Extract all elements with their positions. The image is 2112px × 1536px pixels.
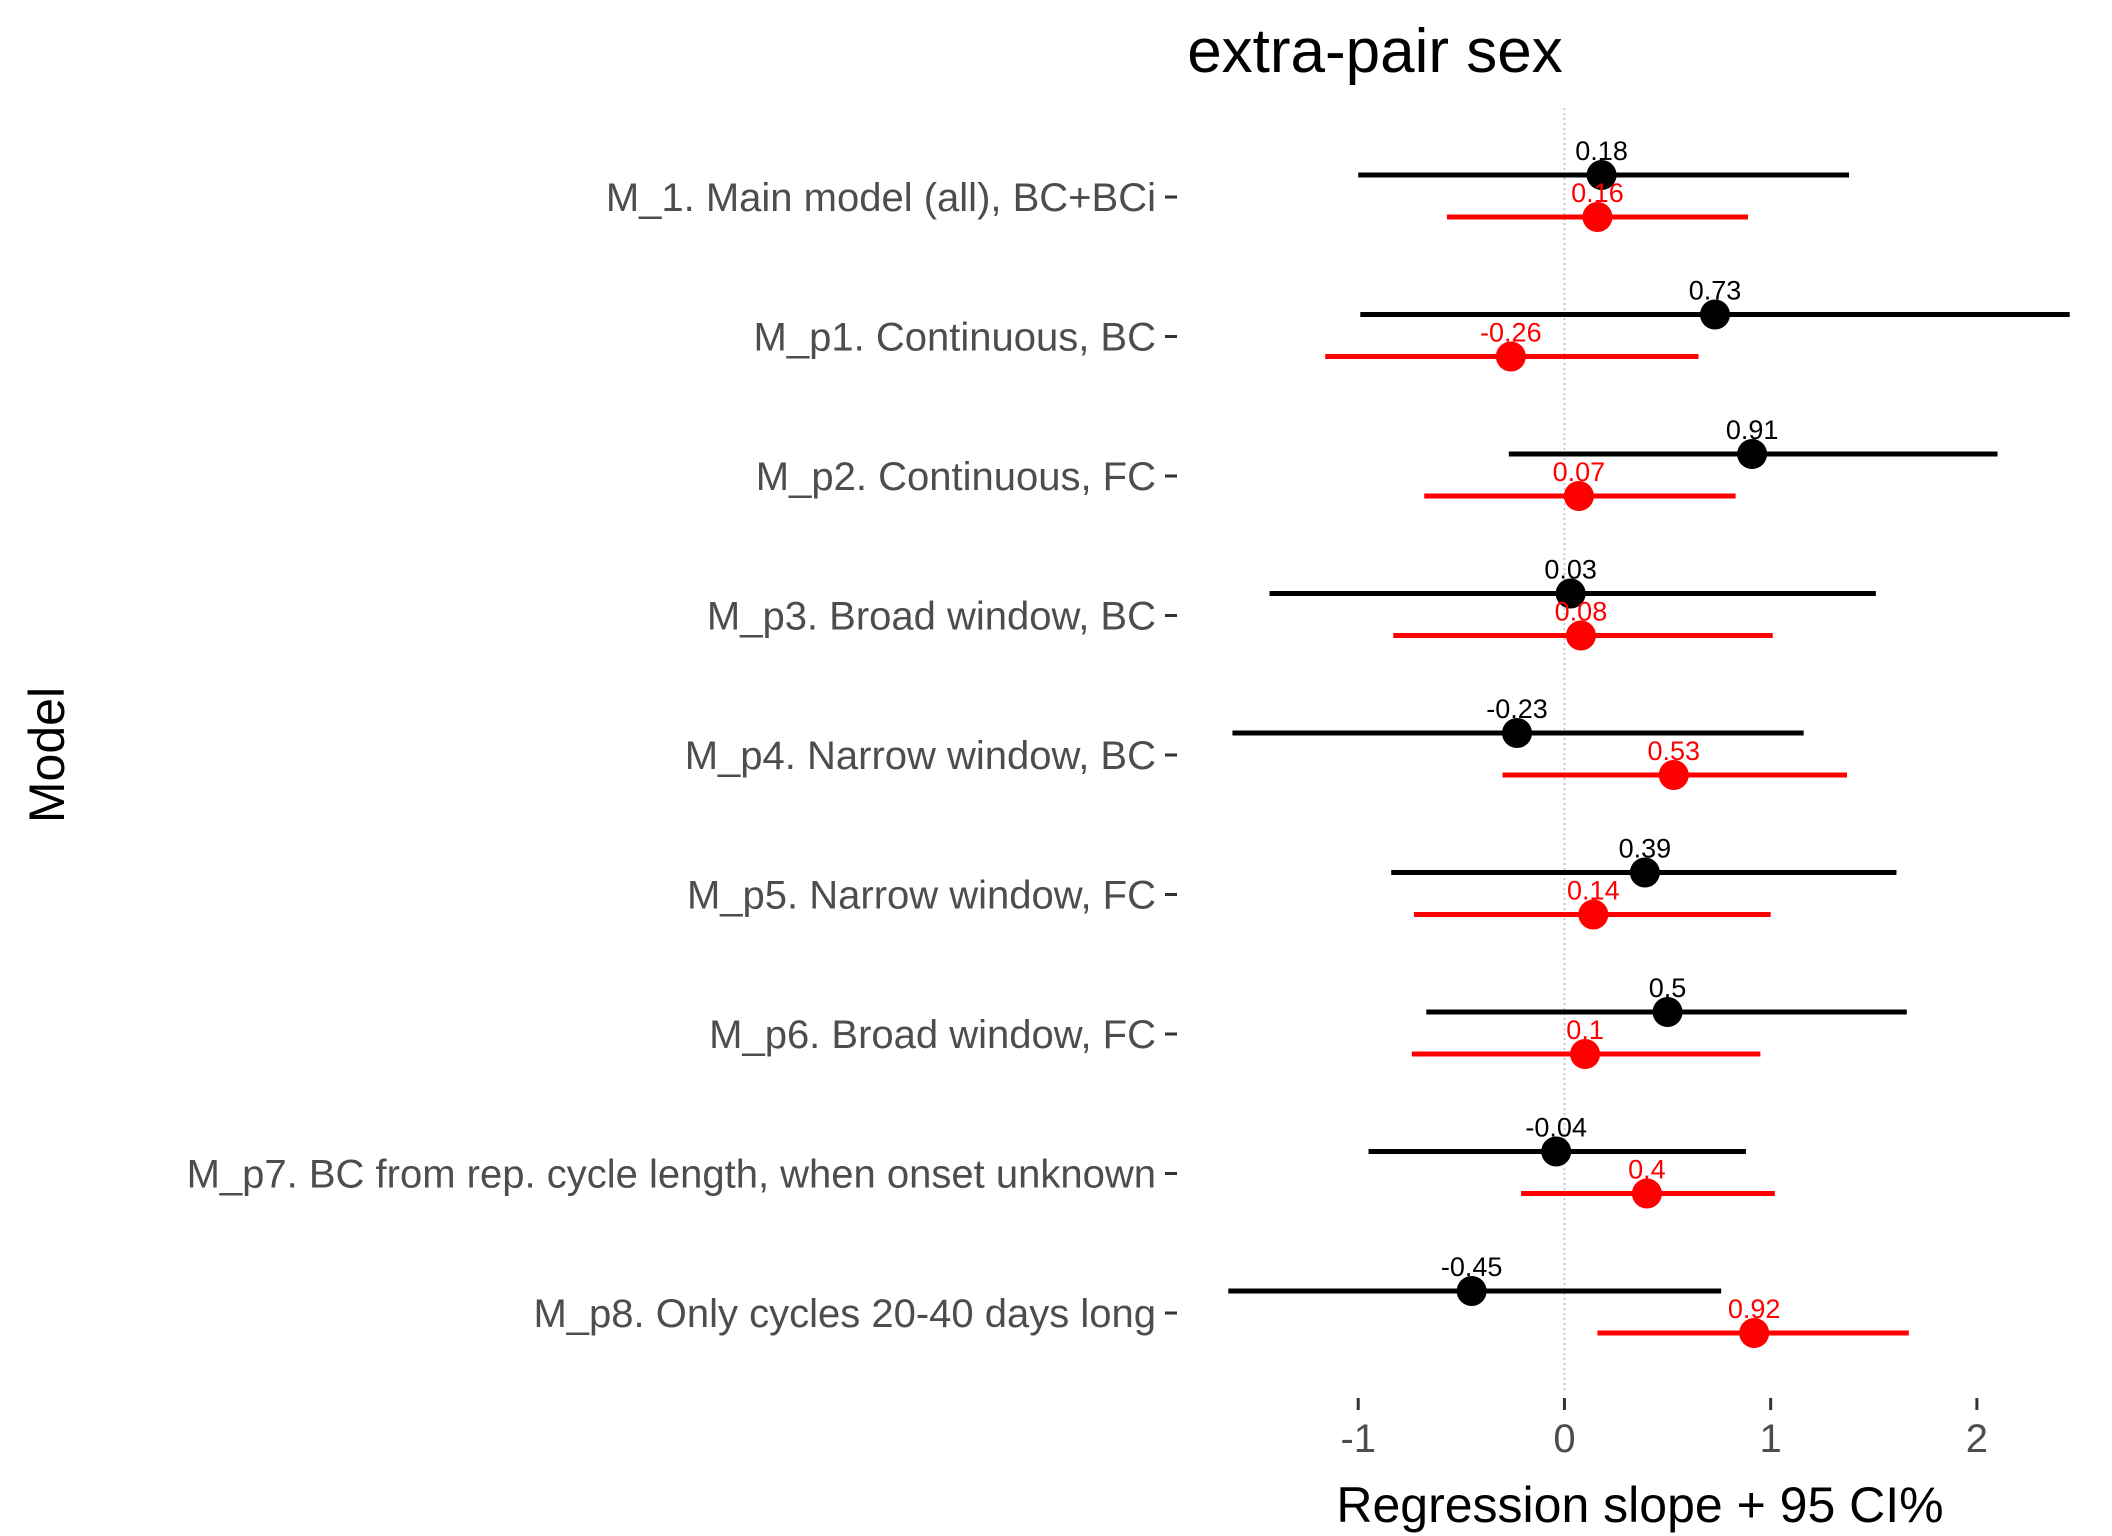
estimate-point bbox=[1737, 439, 1768, 469]
estimate-point bbox=[1586, 160, 1617, 190]
estimate-point bbox=[1495, 341, 1526, 372]
model-label: M_p1. Continuous, BC bbox=[754, 316, 1156, 360]
x-tick-label: -1 bbox=[1340, 1417, 1376, 1461]
estimate-label: -0.04 bbox=[1525, 1113, 1587, 1143]
x-tick-label: 0 bbox=[1553, 1417, 1575, 1461]
estimate-label: 0.08 bbox=[1555, 597, 1608, 627]
x-tick-label: 2 bbox=[1966, 1417, 1988, 1461]
estimate-marks: 0.18 0.16 0.73 -0.26 0.91 0.07 0.03 0.08 -0.23 0.… bbox=[1228, 136, 2070, 1348]
estimate-label: 0.92 bbox=[1728, 1294, 1781, 1324]
estimate-label: -0.26 bbox=[1480, 318, 1542, 348]
model-labels: M_1. Main model (all), BC+BCi M_p1. Conti… bbox=[187, 176, 1177, 1336]
estimate-point bbox=[1541, 1136, 1572, 1167]
chart-title: extra-pair sex bbox=[1187, 17, 1563, 86]
estimate-point bbox=[1565, 620, 1596, 651]
estimate-label: 0.16 bbox=[1571, 178, 1624, 208]
x-axis: -1 0 1 2 bbox=[1340, 1398, 1988, 1461]
estimate-label: -0.23 bbox=[1486, 694, 1548, 724]
estimate-point bbox=[1456, 1276, 1487, 1306]
estimate-label: 0.53 bbox=[1647, 736, 1700, 766]
estimate-point bbox=[1502, 718, 1533, 748]
estimate-label: 0.1 bbox=[1566, 1015, 1604, 1045]
estimate-point bbox=[1629, 857, 1660, 888]
estimate-point bbox=[1555, 578, 1586, 609]
x-tick-label: 1 bbox=[1760, 1417, 1782, 1461]
estimate-point bbox=[1631, 1178, 1662, 1209]
estimate-label: 0.14 bbox=[1567, 876, 1620, 906]
estimate-label: -0.45 bbox=[1441, 1252, 1503, 1282]
estimate-label: 0.18 bbox=[1575, 136, 1628, 166]
estimate-point bbox=[1652, 997, 1683, 1027]
estimate-label: 0.39 bbox=[1619, 834, 1672, 864]
estimate-label: 0.07 bbox=[1553, 457, 1606, 487]
estimate-label: 0.4 bbox=[1628, 1155, 1666, 1185]
x-axis-title: Regression slope + 95 CI% bbox=[1336, 1477, 1943, 1533]
estimate-point bbox=[1658, 760, 1689, 790]
estimate-point bbox=[1563, 481, 1594, 511]
model-label: M_p7. BC from rep. cycle length, when on… bbox=[187, 1153, 1156, 1197]
estimate-point bbox=[1570, 1039, 1601, 1069]
estimate-label: 0.91 bbox=[1726, 415, 1779, 445]
estimate-point bbox=[1582, 202, 1613, 232]
model-label: M_p8. Only cycles 20-40 days long bbox=[533, 1292, 1156, 1336]
estimate-label: 0.73 bbox=[1689, 276, 1742, 306]
model-label: M_p2. Continuous, FC bbox=[756, 455, 1156, 499]
y-axis-title: Model bbox=[19, 687, 75, 823]
model-label: M_p5. Narrow window, FC bbox=[687, 874, 1156, 918]
model-label: M_1. Main model (all), BC+BCi bbox=[606, 176, 1156, 220]
estimate-point bbox=[1739, 1318, 1770, 1348]
estimate-point bbox=[1699, 299, 1730, 330]
model-label: M_p4. Narrow window, BC bbox=[685, 734, 1156, 778]
estimate-point bbox=[1578, 899, 1609, 930]
estimate-label: 0.03 bbox=[1544, 555, 1597, 585]
model-label: M_p6. Broad window, FC bbox=[709, 1013, 1156, 1057]
estimate-label: 0.5 bbox=[1649, 973, 1687, 1003]
model-label: M_p3. Broad window, BC bbox=[707, 595, 1156, 639]
